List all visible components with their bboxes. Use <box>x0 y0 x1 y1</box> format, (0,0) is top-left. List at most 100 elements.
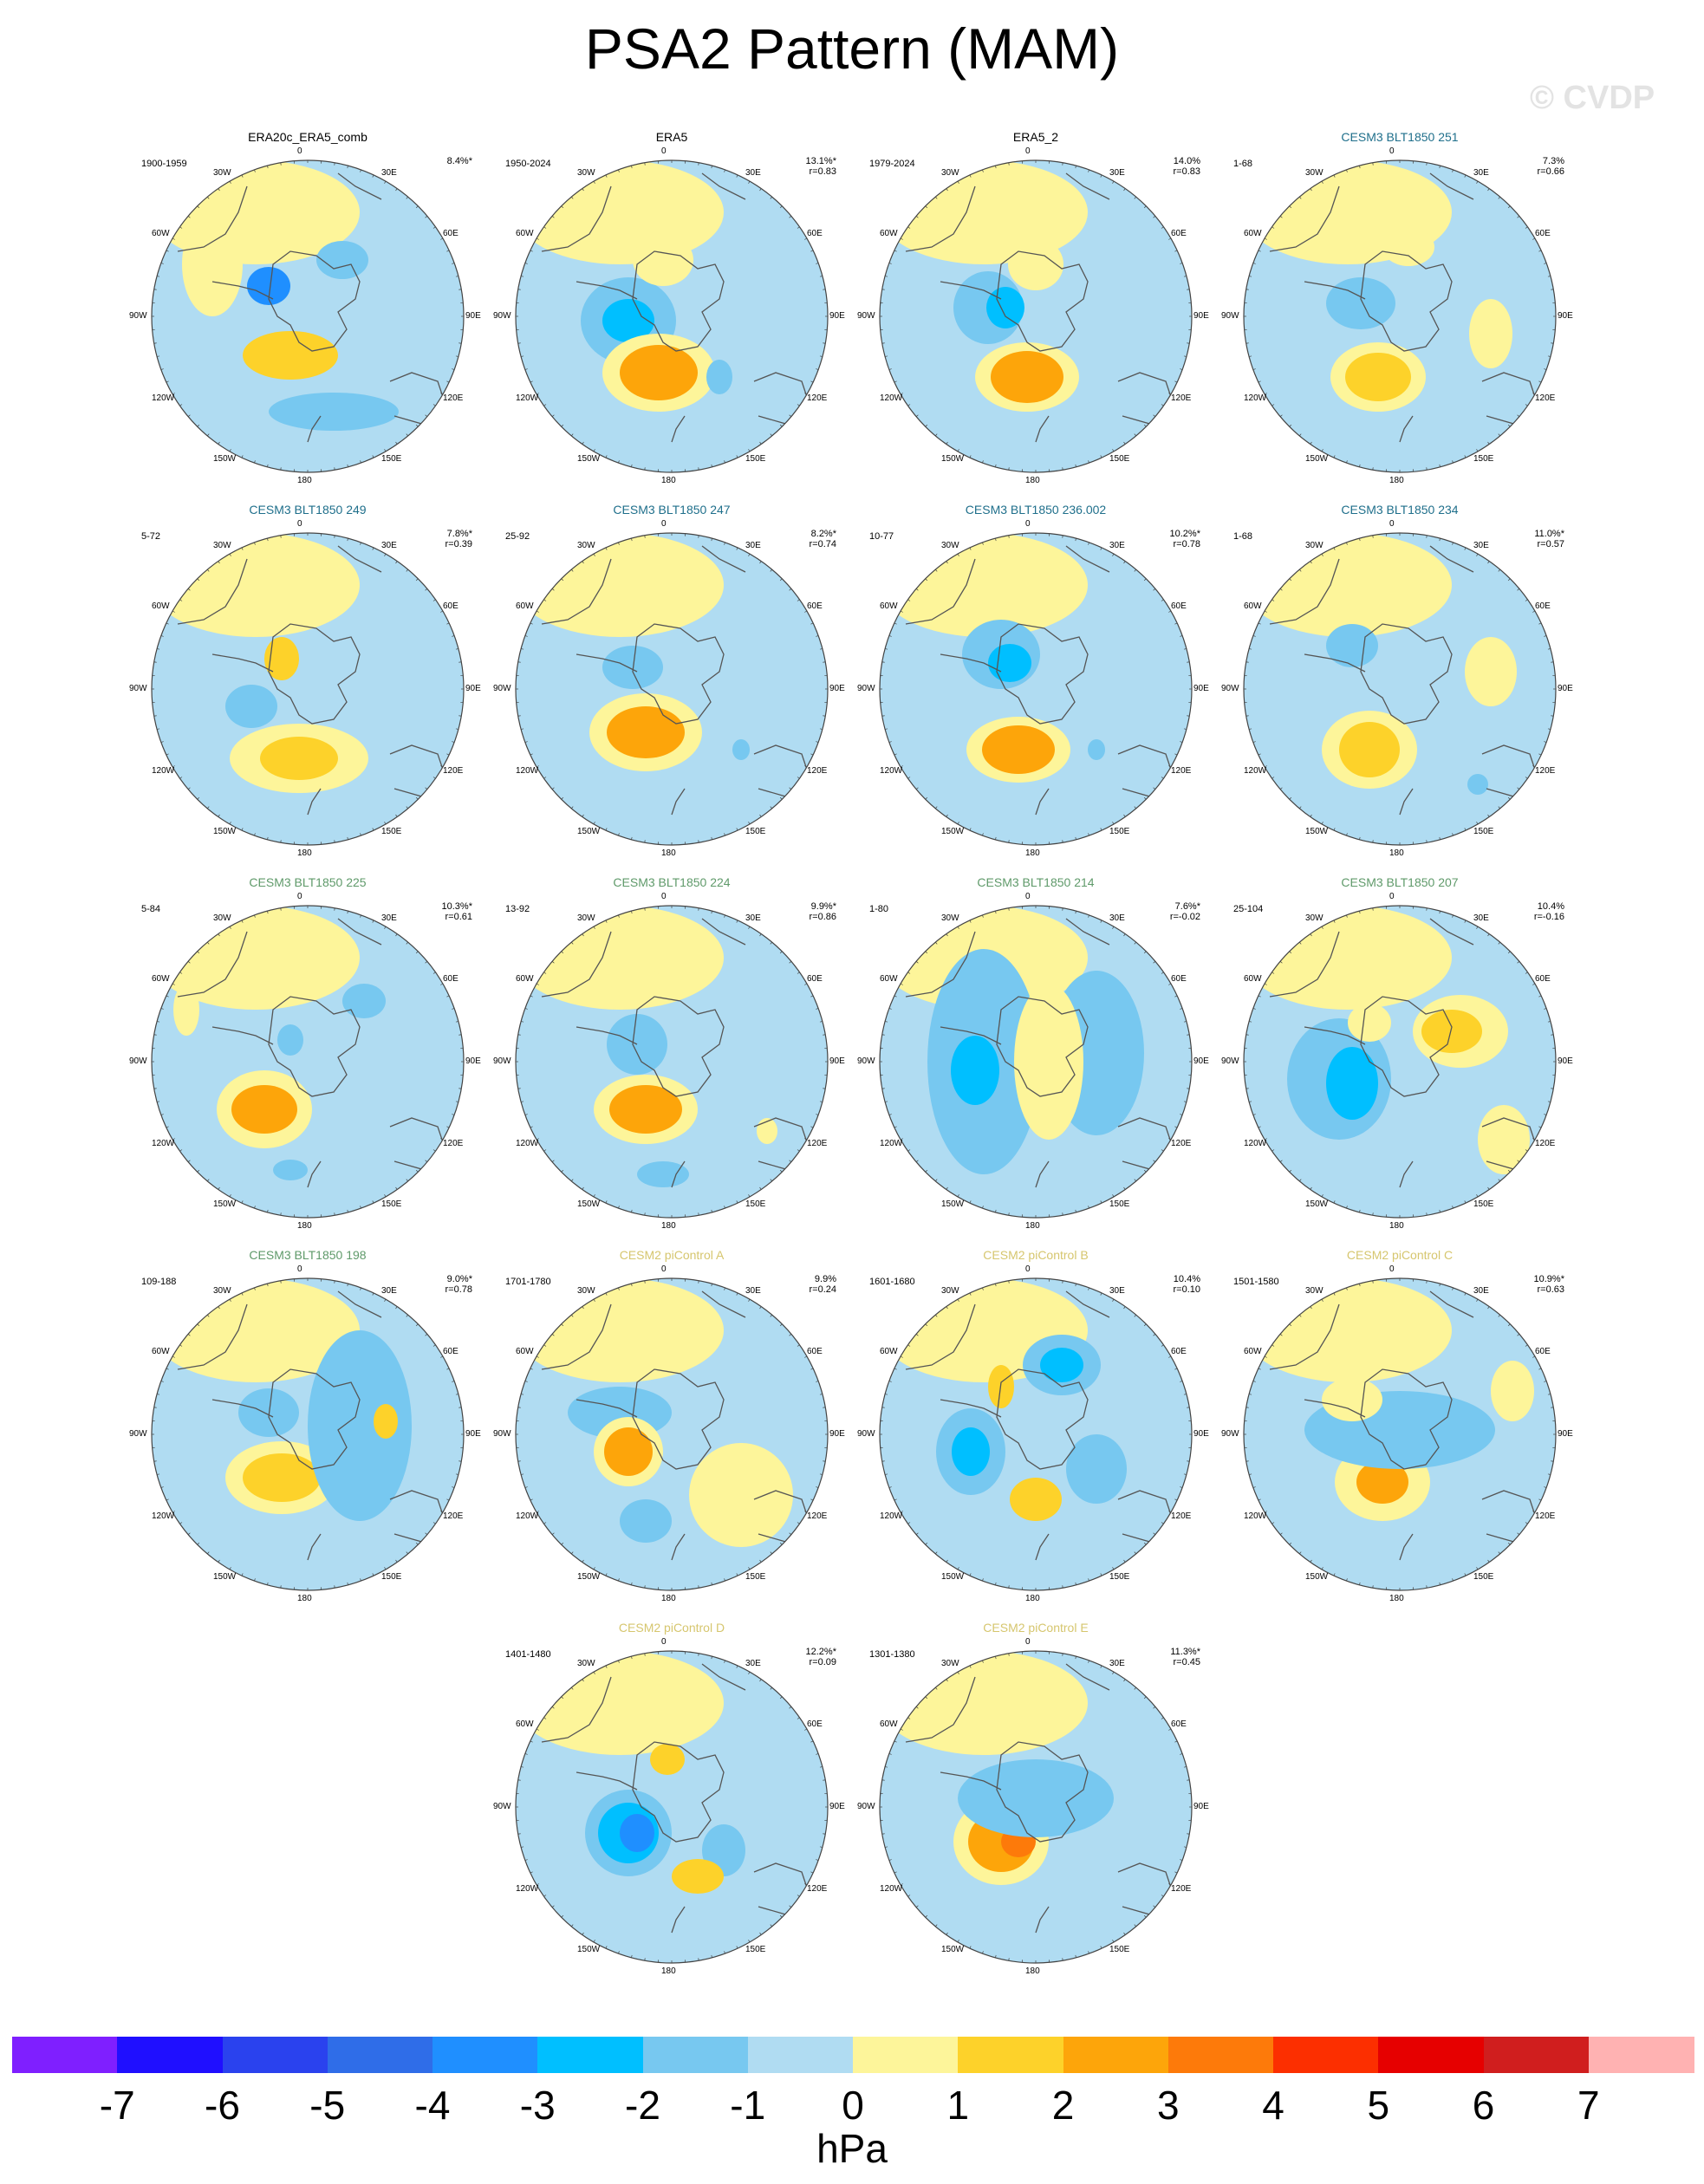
boundary-tick <box>1134 1551 1136 1555</box>
positive-anomaly-contour <box>609 1085 682 1134</box>
boundary-tick <box>1174 995 1178 998</box>
boundary-tick <box>1547 648 1551 650</box>
boundary-tick <box>1264 610 1267 613</box>
continent-coastline <box>177 185 248 252</box>
boundary-tick <box>995 538 997 542</box>
boundary-tick <box>207 196 210 199</box>
positive-anomaly-contour <box>607 706 685 758</box>
longitude-label: 30E <box>745 913 761 924</box>
boundary-tick <box>415 424 419 427</box>
boundary-tick <box>1008 1653 1010 1656</box>
boundary-tick <box>804 610 808 613</box>
boundary-tick <box>810 1126 814 1128</box>
colorbar-tick-label: -4 <box>414 2083 451 2128</box>
longitude-label: 90W <box>129 1056 147 1066</box>
map-panel: CESM3 BLT1850 247 25-92 8.2%* r=0.74 0 30E 60E… <box>493 503 845 867</box>
polar-map <box>151 159 465 473</box>
longitude-label: 150W <box>941 453 965 464</box>
boundary-tick <box>267 1209 269 1212</box>
boundary-tick <box>644 535 646 538</box>
boundary-tick <box>1249 648 1252 650</box>
negative-anomaly-contour <box>269 393 399 431</box>
boundary-tick <box>241 1573 244 1576</box>
boundary-tick <box>797 1149 800 1152</box>
boundary-tick <box>551 1334 555 1336</box>
longitude-label: 150W <box>577 1944 601 1954</box>
negative-anomaly-contour <box>952 1427 990 1476</box>
boundary-tick <box>172 237 175 240</box>
variance-explained: 10.2%* <box>1169 529 1200 539</box>
continent-coastline <box>1304 653 1366 673</box>
longitude-label: 90E <box>829 311 845 321</box>
boundary-tick <box>551 1532 555 1535</box>
boundary-tick <box>759 441 762 445</box>
boundary-tick <box>166 380 169 383</box>
boundary-tick <box>789 787 792 790</box>
boundary-tick <box>218 933 220 937</box>
colorbar-tick-label: 7 <box>1577 2083 1600 2128</box>
continent-coastline <box>541 185 612 252</box>
boundary-tick <box>900 1728 903 1731</box>
boundary-tick <box>543 972 547 974</box>
boundary-tick <box>915 414 919 417</box>
positive-anomaly-contour <box>1465 637 1517 706</box>
boundary-tick <box>218 441 220 445</box>
panel-period: 1900-1959 <box>141 159 187 169</box>
boundary-tick <box>1346 542 1348 545</box>
boundary-tick <box>536 765 539 768</box>
boundary-tick <box>1464 1200 1467 1204</box>
panel-title: CESM2 piControl E <box>983 1621 1089 1635</box>
boundary-tick <box>1464 1292 1467 1296</box>
continent-coastline <box>1304 1399 1366 1418</box>
longitude-label: 30E <box>745 1659 761 1669</box>
boundary-tick <box>172 610 175 613</box>
longitude-label: 150E <box>1109 1944 1130 1954</box>
watermark: © CVDP <box>1530 80 1655 116</box>
boundary-tick <box>1439 538 1441 542</box>
longitude-label: 90E <box>829 1056 845 1066</box>
boundary-tick <box>1359 464 1361 467</box>
boundary-tick <box>779 951 783 954</box>
boundary-tick <box>280 1585 282 1589</box>
boundary-tick <box>1464 1573 1467 1576</box>
colorbar-tick-label: -2 <box>625 2083 660 2128</box>
boundary-tick <box>1359 1209 1361 1212</box>
variance-explained: 13.1%* <box>805 156 836 166</box>
panel-title: CESM3 BLT1850 207 <box>1341 875 1459 889</box>
longitude-label: 30W <box>941 1286 959 1297</box>
boundary-tick <box>197 951 200 954</box>
boundary-tick <box>915 1706 919 1709</box>
colorbar-swatch <box>1063 2037 1169 2073</box>
continent-coastline <box>211 653 274 673</box>
boundary-tick <box>925 951 928 954</box>
positive-anomaly-contour <box>182 212 243 316</box>
longitude-label: 60E <box>1535 974 1551 984</box>
boundary-tick <box>819 728 823 730</box>
boundary-tick <box>1187 1034 1190 1036</box>
boundary-tick <box>823 715 826 717</box>
boundary-tick <box>1476 1567 1479 1570</box>
longitude-label: 0 <box>661 1637 667 1647</box>
boundary-tick <box>593 1194 595 1198</box>
boundary-tick <box>1161 1344 1164 1347</box>
boundary-tick <box>1008 162 1010 166</box>
boundary-tick <box>1538 1368 1542 1370</box>
continent-coastline <box>576 1026 638 1045</box>
boundary-tick <box>1532 983 1536 985</box>
negative-anomaly-contour <box>277 1024 303 1056</box>
boundary-tick <box>797 404 800 406</box>
boundary-tick <box>1476 926 1479 929</box>
boundary-tick <box>1310 441 1312 445</box>
boundary-tick <box>779 1696 783 1700</box>
pattern-correlation: r=0.66 <box>1537 166 1565 177</box>
boundary-tick <box>452 1008 455 1010</box>
boundary-tick <box>1143 205 1147 209</box>
boundary-tick <box>561 1914 564 1918</box>
continent-coastline <box>1117 744 1175 798</box>
panel-period: 5-72 <box>141 531 161 542</box>
continent-coastline <box>940 1026 1002 1045</box>
boundary-tick <box>452 635 455 637</box>
boundary-tick <box>372 455 374 458</box>
boundary-tick <box>372 828 374 831</box>
boundary-tick <box>415 578 419 582</box>
